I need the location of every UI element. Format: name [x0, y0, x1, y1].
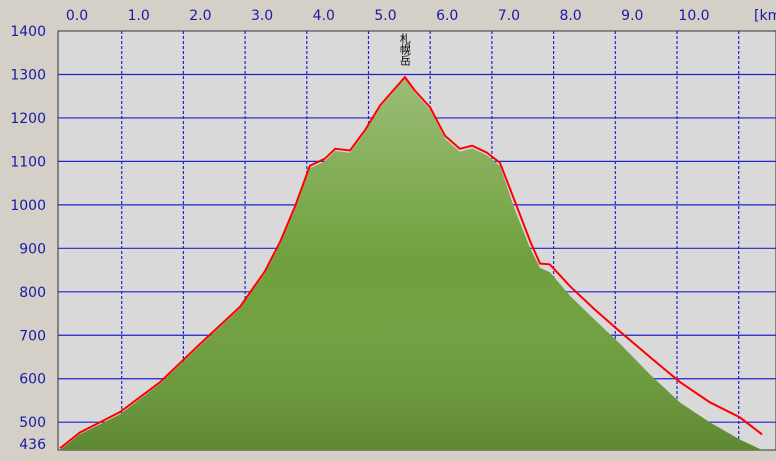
x-tick-label: 3.0 — [251, 8, 273, 24]
y-tick-label: 900 — [19, 241, 46, 257]
x-tick-label: 2.0 — [189, 8, 211, 24]
y-tick-label: 600 — [19, 372, 46, 388]
y-tick-label: 500 — [19, 415, 46, 431]
x-tick-label: 0.0 — [66, 8, 88, 24]
y-tick-label: 1300 — [10, 67, 46, 83]
x-tick-label: 8.0 — [559, 8, 581, 24]
x-axis-label: [km — [754, 8, 776, 24]
terrain-shade — [60, 78, 763, 450]
x-tick-label: 5.0 — [374, 8, 396, 24]
x-tick-label: 1.0 — [128, 8, 150, 24]
x-tick-label: 6.0 — [436, 8, 458, 24]
peak-label: 札幌岳 — [398, 33, 411, 66]
y-tick-label: 800 — [19, 285, 46, 301]
y-tick-label: 1400 — [10, 24, 46, 40]
x-tick-label: 4.0 — [313, 8, 335, 24]
y-tick-label: 1000 — [10, 198, 46, 214]
x-tick-label: 10.0 — [678, 8, 709, 24]
y-tick-label: 1100 — [10, 154, 46, 170]
x-tick-label: 9.0 — [621, 8, 643, 24]
y-tick-label: 436 — [19, 437, 46, 453]
track-line — [59, 75, 763, 450]
y-tick-label: 1200 — [10, 111, 46, 127]
x-tick-label: 7.0 — [498, 8, 520, 24]
y-tick-label: 700 — [19, 328, 46, 344]
